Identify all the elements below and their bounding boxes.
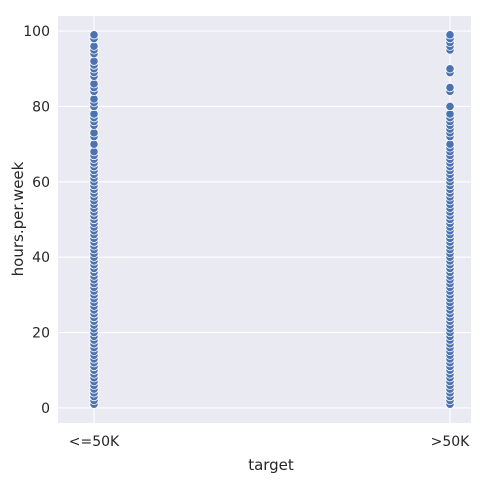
y-tick-label: 40 <box>32 250 50 266</box>
data-points <box>89 30 455 409</box>
y-tick-label: 0 <box>41 401 50 417</box>
plot-area <box>58 16 471 423</box>
y-tick-label: 20 <box>32 326 50 342</box>
y-axis-label: hours.per.week <box>9 161 27 276</box>
y-tick-label: 60 <box>32 175 50 191</box>
x-tick-labels: <=50K >50K <box>69 434 470 450</box>
data-point <box>445 64 455 74</box>
data-point <box>445 101 455 112</box>
data-point <box>89 30 99 40</box>
x-tick-label: >50K <box>431 434 471 450</box>
y-tick-labels: 0 20 40 60 80 100 <box>23 24 50 417</box>
data-point <box>445 30 455 40</box>
x-axis-label: target <box>248 456 294 474</box>
x-tick-label: <=50K <box>69 434 120 450</box>
y-tick-label: 80 <box>32 99 50 115</box>
data-point <box>445 83 455 93</box>
y-tick-label: 100 <box>23 24 50 40</box>
